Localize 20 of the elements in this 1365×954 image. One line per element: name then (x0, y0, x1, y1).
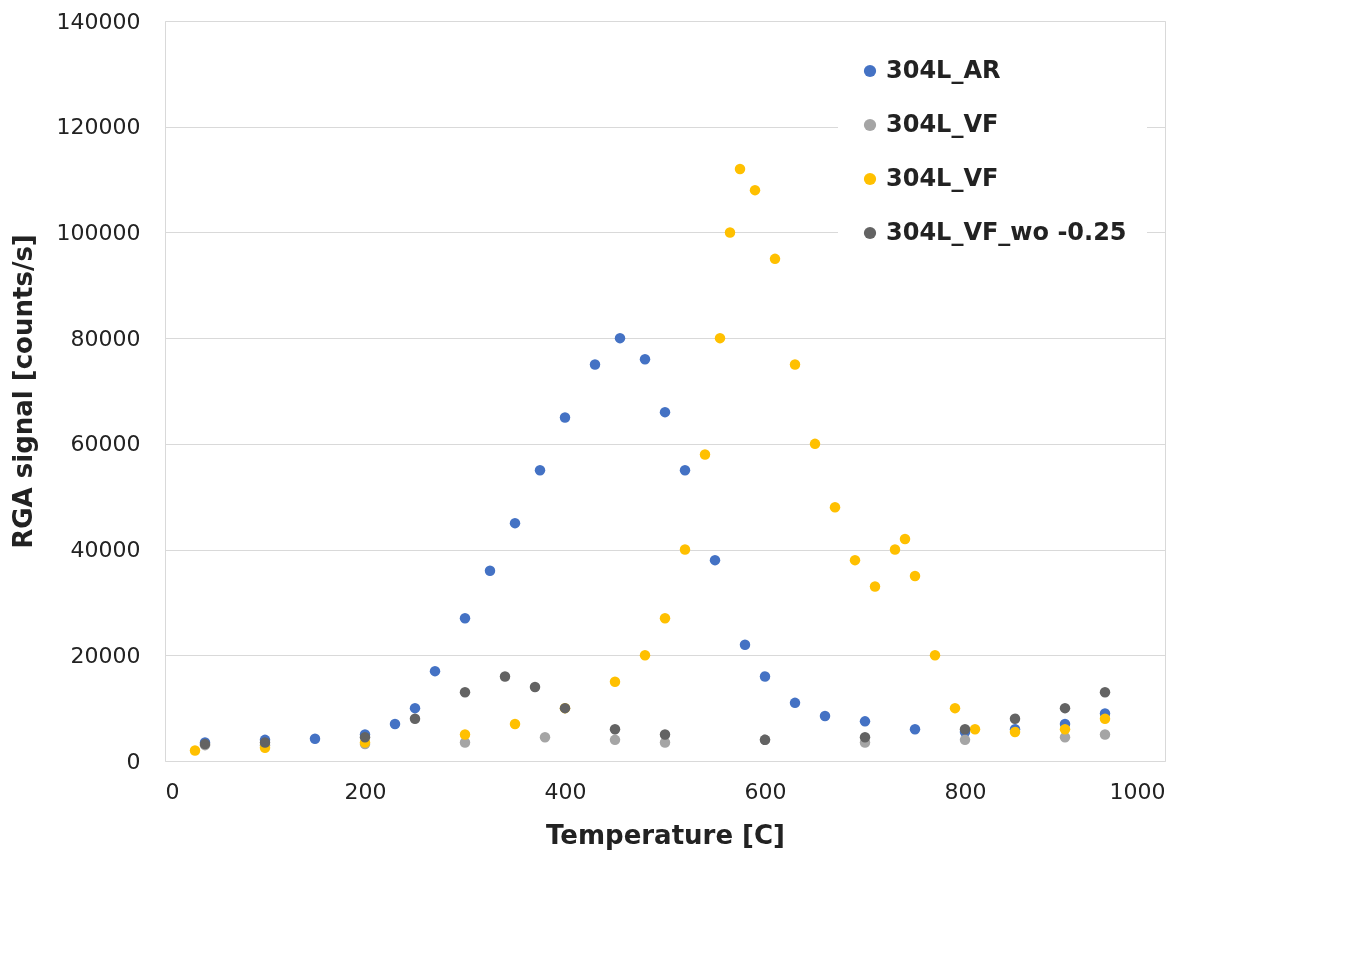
y-tick-label: 100000 (56, 219, 141, 245)
y-tick-label: 120000 (56, 114, 141, 140)
x-tick-label: 200 (344, 778, 387, 804)
y-axis-title: RGA signal [counts/s] (7, 234, 38, 549)
x-tick-label: 800 (944, 778, 987, 804)
y-tick-label: 140000 (56, 8, 141, 34)
y-tick-label: 40000 (70, 537, 141, 563)
x-tick-label: 400 (544, 778, 587, 804)
y-tick-label: 80000 (70, 325, 141, 351)
y-tick-label: 60000 (70, 431, 141, 457)
legend-label: 304L_VF_wo -0.25 (886, 218, 1127, 246)
legend-label: 304L_VF (886, 110, 999, 138)
y-tick-label: 20000 (70, 642, 141, 668)
legend-label: 304L_VF (886, 164, 999, 192)
y-tick-label: 0 (126, 748, 141, 774)
x-tick-label: 600 (744, 778, 787, 804)
x-tick-label: 0 (165, 778, 180, 804)
x-tick-label: 1000 (1109, 778, 1166, 804)
legend-label: 304L_AR (886, 56, 1001, 84)
x-axis-title: Temperature [C] (546, 819, 785, 850)
